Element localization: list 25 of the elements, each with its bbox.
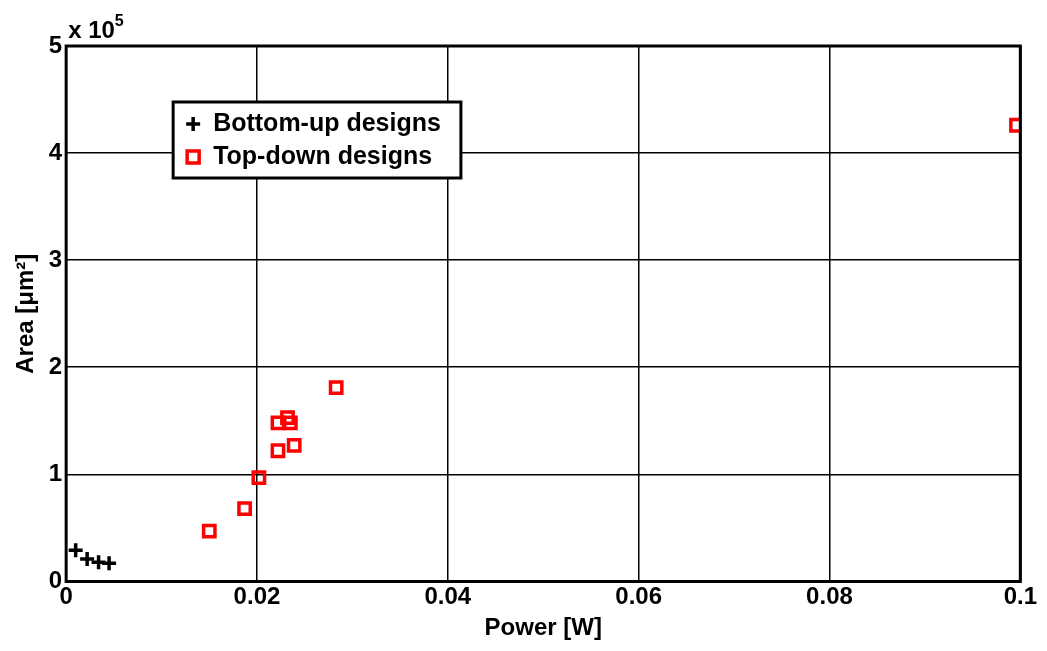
x-tick-label: 0.02 — [233, 582, 281, 610]
point — [89, 553, 108, 571]
legend-label: Bottom-up designs — [213, 107, 441, 136]
x-tick-label: 0.08 — [806, 582, 853, 610]
point — [286, 438, 302, 453]
y-tick-label: 1 — [48, 458, 63, 486]
point — [280, 410, 295, 425]
y-tick-label: 2 — [48, 351, 63, 379]
x-tick-label: 0.04 — [424, 582, 472, 610]
y-tick-label: 3 — [48, 244, 63, 272]
point — [270, 443, 286, 459]
x-tick-label: 0.06 — [615, 582, 663, 610]
point — [201, 523, 217, 539]
point — [270, 415, 286, 431]
legend-label: Top-down designs — [213, 140, 433, 169]
y-tick-label: 5 — [48, 30, 63, 58]
y-tick-label: 4 — [48, 137, 63, 165]
point — [100, 554, 118, 572]
x-tick-label: 0.1 — [1003, 582, 1038, 610]
point — [251, 470, 267, 485]
x-axis-title: Power [W] — [484, 613, 602, 641]
y-axis-title: Area [μm²] — [11, 253, 39, 374]
point — [237, 501, 252, 516]
point — [328, 380, 344, 395]
point — [282, 415, 298, 431]
